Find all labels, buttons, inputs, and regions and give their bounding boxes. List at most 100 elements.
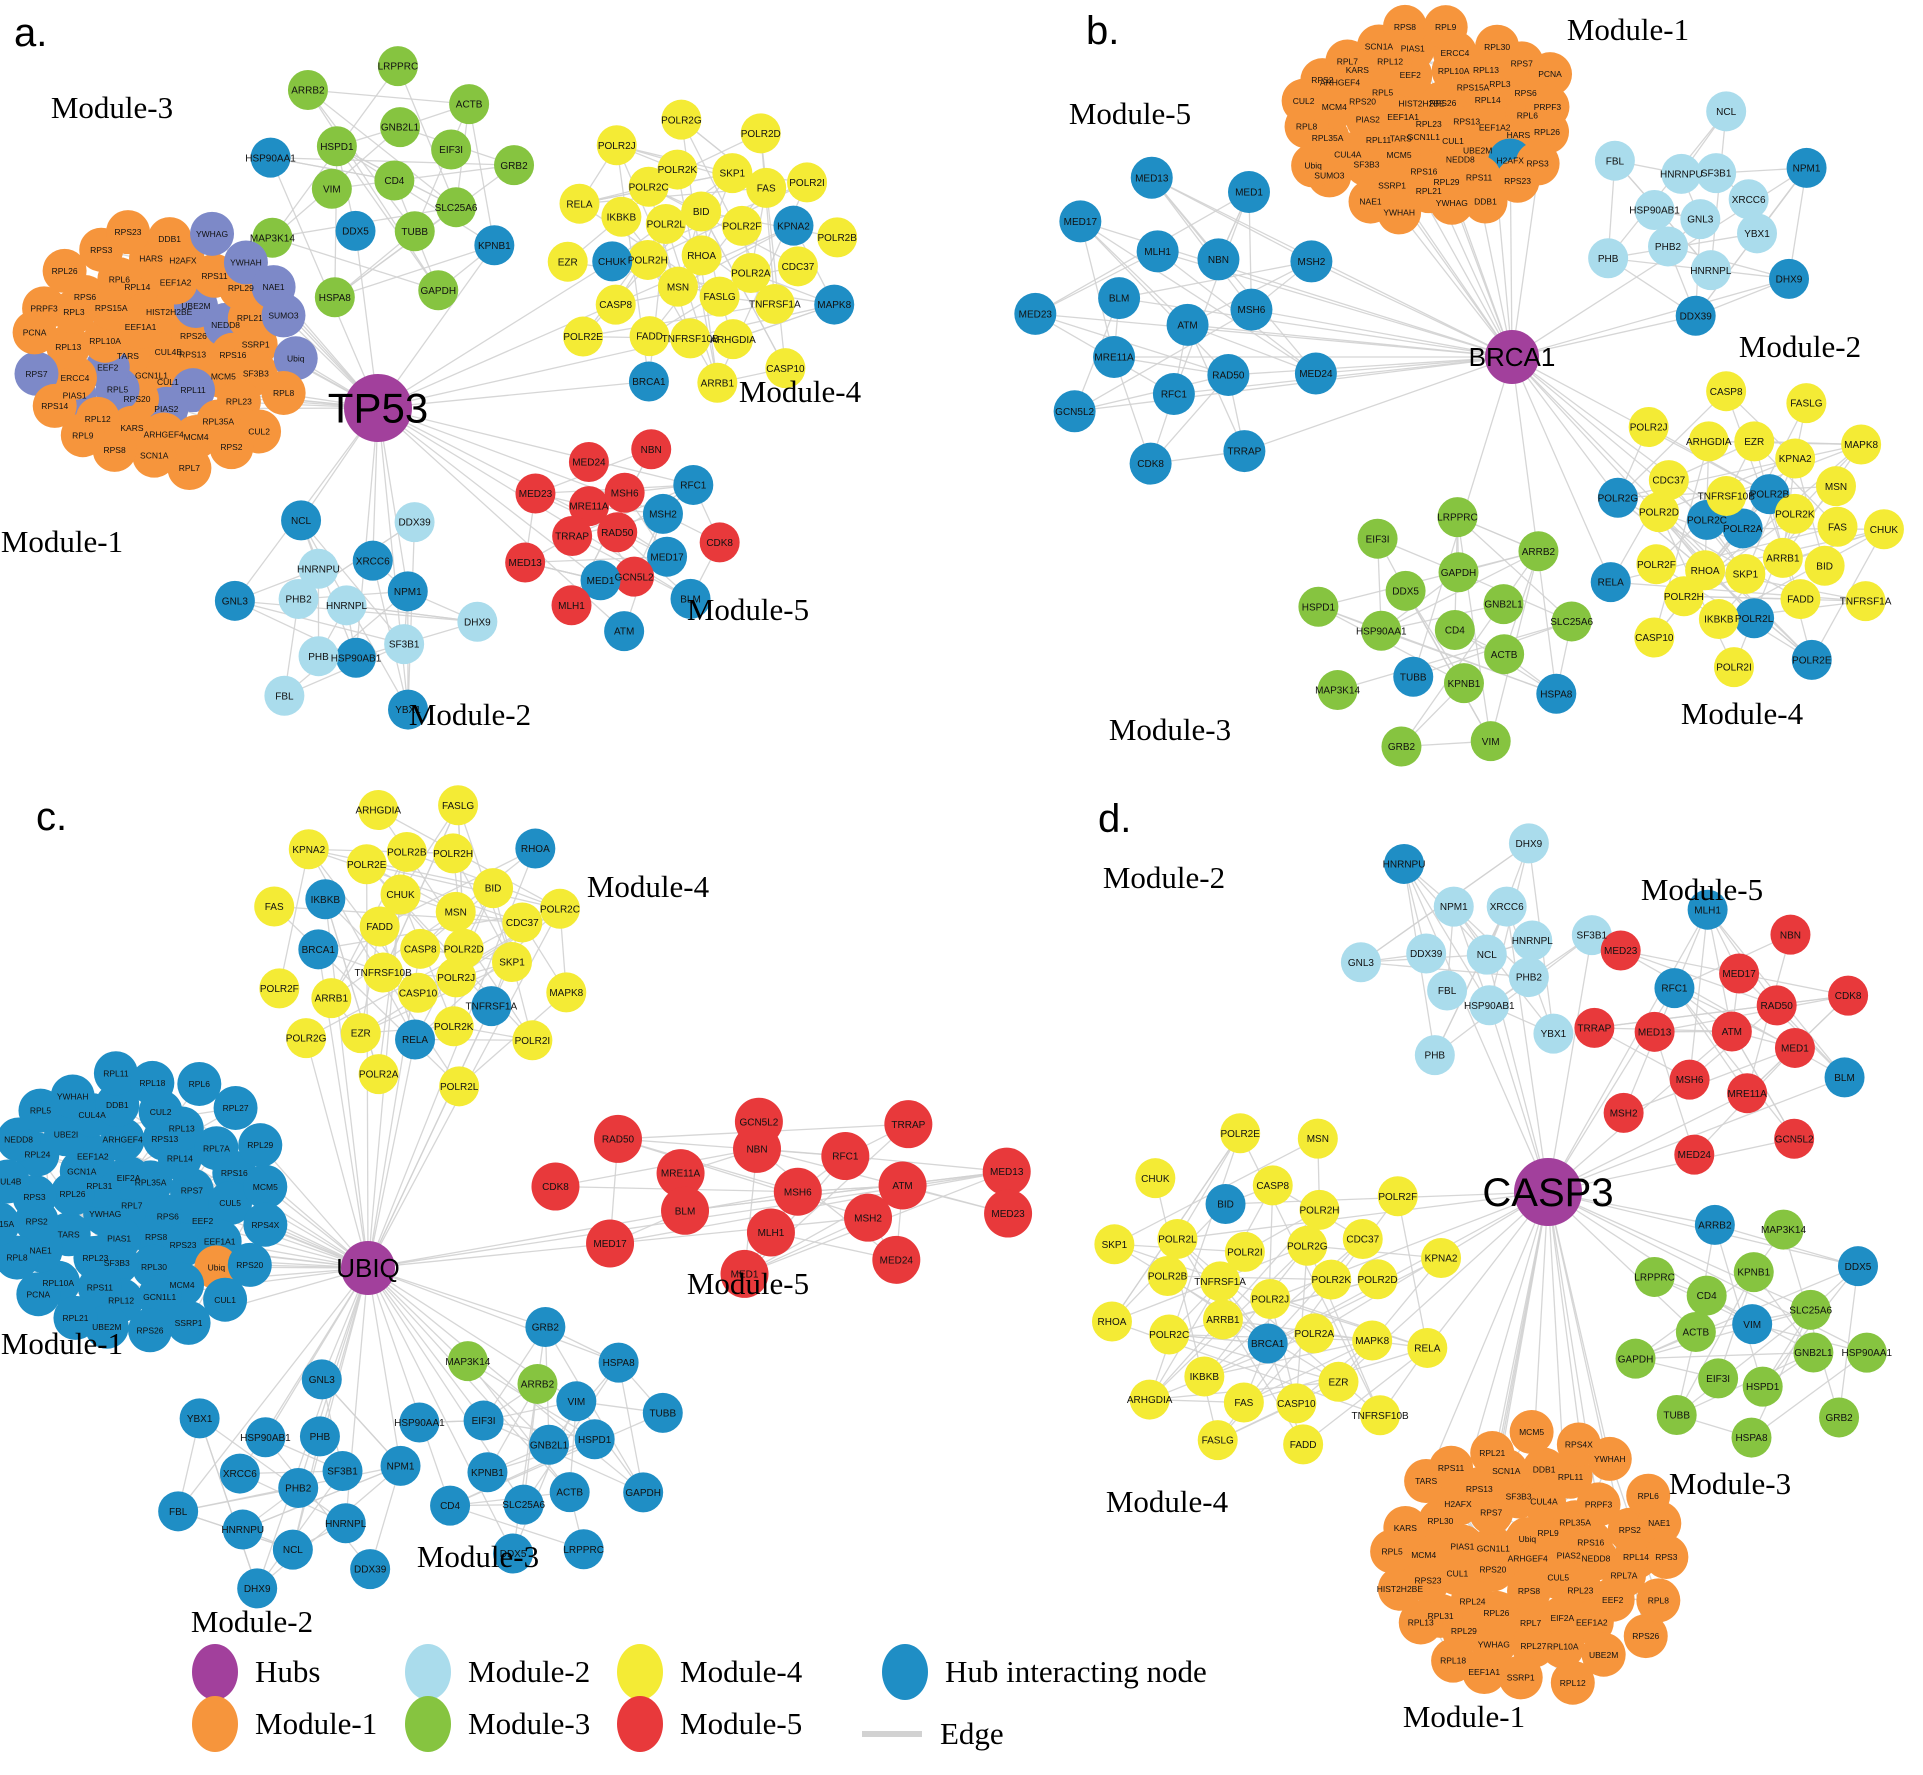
node-NBN (1197, 238, 1240, 281)
node-label-POLR2H: POLR2H (433, 849, 473, 860)
node-MSH2 (642, 493, 683, 534)
node-SLC25A6 (436, 187, 477, 228)
node-label-RPS7: RPS7 (1511, 58, 1533, 68)
node-label-RPL11: RPL11 (180, 385, 206, 395)
node-label-HSP90AB1: HSP90AB1 (331, 653, 382, 664)
node-FADD (1283, 1424, 1324, 1465)
node-label-POLR2E: POLR2E (347, 860, 387, 871)
node-VIM (1470, 721, 1511, 762)
node-label-BID: BID (485, 884, 502, 895)
node-label-IKBKB: IKBKB (607, 212, 637, 223)
node-label-EEF1A1: EEF1A1 (1468, 1667, 1500, 1677)
hub-edge (1547, 909, 1709, 1193)
node-label-RPS6: RPS6 (74, 292, 96, 302)
node-label-RPS4X: RPS4X (251, 1220, 279, 1230)
legend-label-edge: Edge (940, 1716, 1004, 1751)
node-label-BRCA1: BRCA1 (1251, 1339, 1285, 1350)
module-label: Module-3 (1109, 712, 1231, 747)
node-label-SCN1A: SCN1A (1365, 42, 1394, 52)
edge (1457, 516, 1573, 622)
hub-node-TP53 (344, 374, 412, 442)
node-label-ARHGDIA: ARHGDIA (1127, 1395, 1173, 1406)
node-label-RPS16: RPS16 (1577, 1538, 1604, 1548)
node-label-RPL21: RPL21 (1479, 1448, 1505, 1458)
node-GNL3 (1680, 199, 1721, 240)
hub-edge (1074, 356, 1513, 412)
node-label-ACTB: ACTB (556, 1488, 583, 1499)
edge (1623, 909, 1709, 1114)
node-FAS (1223, 1382, 1264, 1423)
node-label-MED1: MED1 (731, 1270, 759, 1281)
node-label-RPL12: RPL12 (1377, 57, 1403, 67)
node-BLM (1824, 1057, 1865, 1098)
node-label-POLR2F: POLR2F (260, 984, 299, 995)
node-label-KPNB1: KPNB1 (1737, 1268, 1770, 1279)
edge (307, 89, 439, 291)
node-label-DDX39: DDX39 (398, 518, 431, 529)
node-RPL13 (1398, 1600, 1443, 1645)
node-MSN (1815, 466, 1856, 507)
node-label-GNL3: GNL3 (1687, 215, 1714, 226)
node-label-RPL27: RPL27 (1520, 1641, 1546, 1651)
edge (199, 1418, 258, 1589)
node-CASP8 (400, 928, 441, 969)
node-label-DDX5: DDX5 (1392, 586, 1419, 597)
node-label-MSH6: MSH6 (611, 488, 639, 499)
node-label-VIM: VIM (323, 184, 341, 195)
node-label-PHB: PHB (310, 1432, 331, 1443)
node-label-PCNA: PCNA (23, 327, 47, 337)
node-label-PHB: PHB (1425, 1051, 1446, 1062)
node-ARRB2 (287, 69, 328, 110)
node-label-POLR2L: POLR2L (1735, 614, 1774, 625)
hub-edge (367, 1267, 619, 1364)
node-label-CUL5: CUL5 (219, 1198, 241, 1208)
edge (331, 164, 515, 190)
node-label-MAP3K14: MAP3K14 (250, 233, 295, 244)
edge (242, 1465, 401, 1531)
node-FAS (1817, 506, 1858, 547)
node-YWHAH (1587, 1436, 1632, 1481)
node-NCL (281, 500, 322, 541)
node-label-RPL6: RPL6 (189, 1079, 211, 1089)
edge (1403, 863, 1490, 1006)
node-label-ARHGDIA: ARHGDIA (710, 335, 756, 346)
node-label-RPS23: RPS23 (115, 227, 142, 237)
node-CHUK (1863, 509, 1904, 550)
node-TRRAP (884, 1100, 933, 1149)
node-NPM1 (380, 1445, 421, 1486)
hub-edge (367, 1267, 402, 1466)
node-RPS26 (128, 1308, 173, 1353)
node-label-FADD: FADD (636, 332, 663, 343)
node-label-SCN1A: SCN1A (140, 451, 169, 461)
module-label: Module-5 (687, 592, 809, 627)
node-label-PIAS2: PIAS2 (1356, 114, 1380, 124)
node-MLH1 (1136, 230, 1179, 273)
node-POLR2F (721, 205, 762, 246)
node-label-PCNA: PCNA (1538, 69, 1562, 79)
edge (617, 1138, 869, 1219)
node-GNB2L1 (1483, 584, 1524, 625)
edge (1714, 1224, 1764, 1387)
node-label-GCN1L1: GCN1L1 (135, 371, 168, 381)
node-TNFRSF1A (471, 986, 512, 1027)
node-label-BLM: BLM (680, 594, 701, 605)
node-EIF3I (1698, 1358, 1739, 1399)
node-label-ATM: ATM (892, 1181, 912, 1192)
node-label-POLR2L: POLR2L (1158, 1235, 1197, 1246)
node-label-POLR2J: POLR2J (1630, 423, 1668, 434)
node-MRE11A (1093, 335, 1136, 378)
node-CDK8 (699, 522, 740, 563)
node-label-KPNA2: KPNA2 (777, 221, 810, 232)
node-label-RPS7: RPS7 (1480, 1508, 1502, 1518)
hub-edge (1547, 1138, 1795, 1193)
hub-edge (1511, 315, 1696, 358)
node-label-MAPK8: MAPK8 (1355, 1336, 1389, 1347)
node-label-H2AFX: H2AFX (169, 256, 197, 266)
node-label-RPL23: RPL23 (1416, 119, 1442, 129)
node-label-Ubiq: Ubiq (1519, 1534, 1537, 1544)
node-RPL10A (83, 318, 128, 363)
node-HNRNPL (326, 585, 367, 626)
node-POLR2E (563, 316, 604, 357)
node-label-RPL26: RPL26 (1483, 1608, 1509, 1618)
node-label-POLR2C: POLR2C (629, 182, 669, 193)
